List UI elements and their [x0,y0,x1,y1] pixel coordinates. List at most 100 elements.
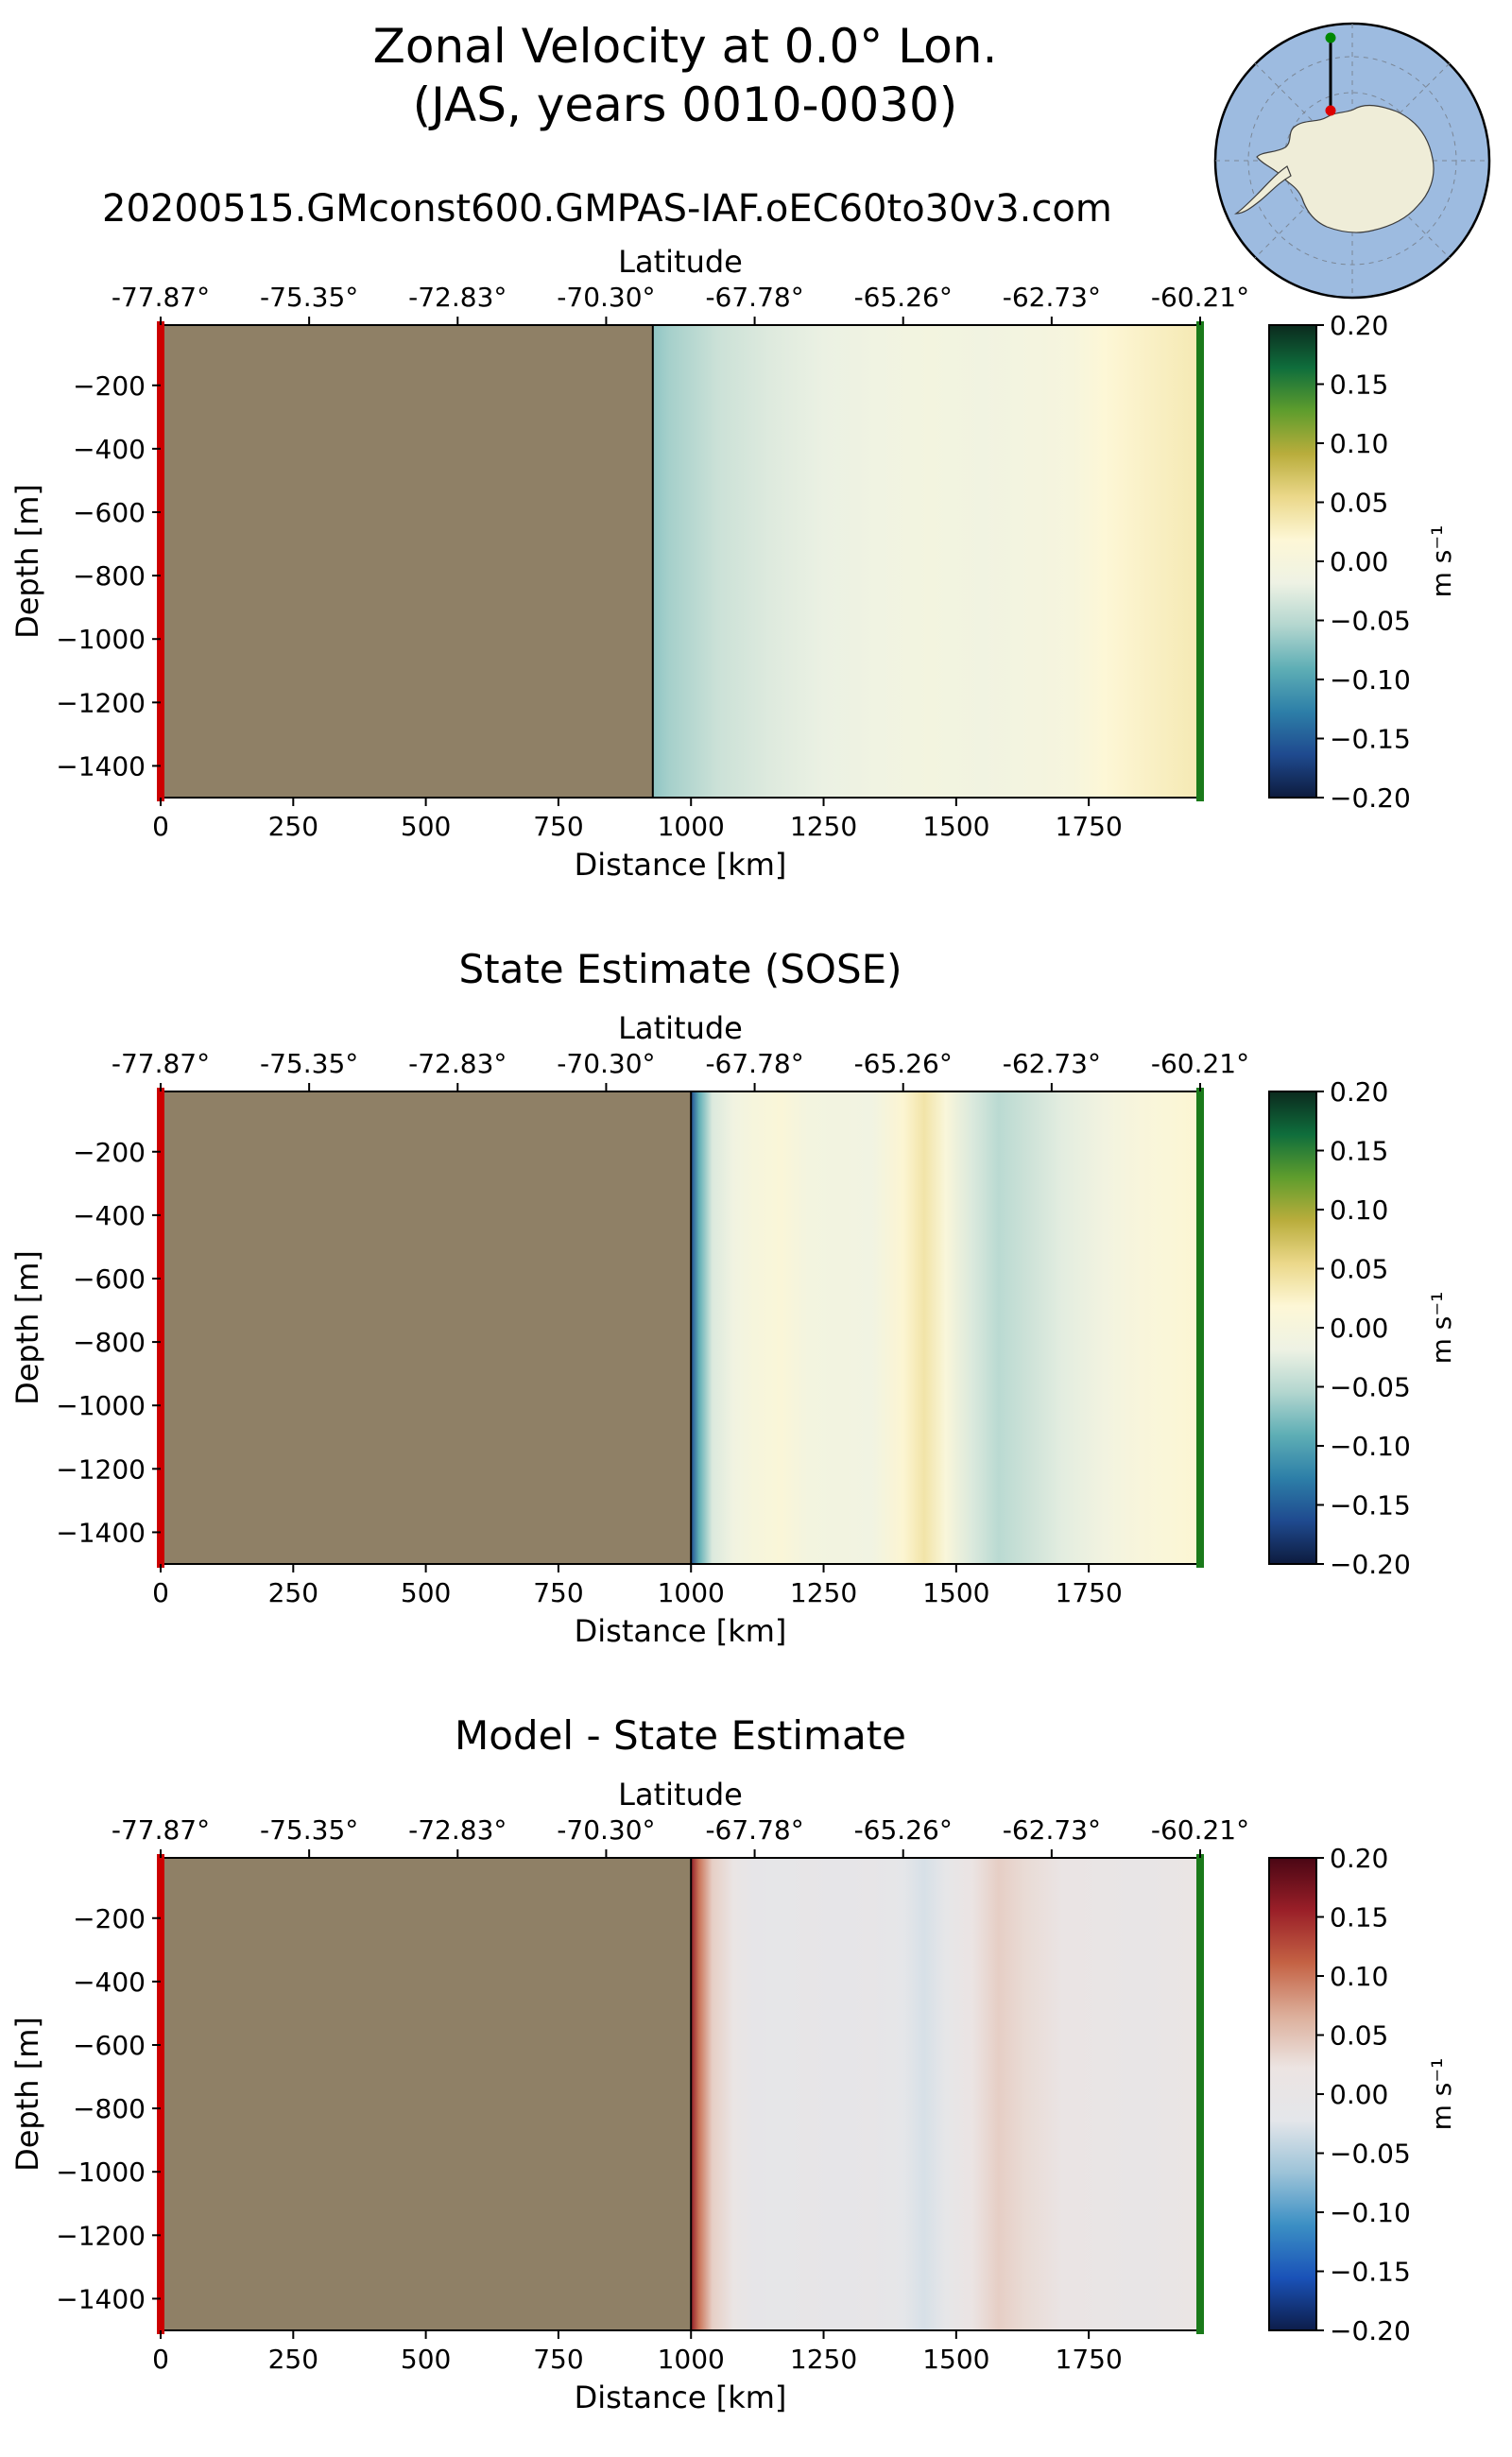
latitude-tick-label: -70.30° [557,1814,655,1846]
land-mask [161,1858,692,2330]
figure-title-line1: Zonal Velocity at 0.0° Lon. [373,19,998,74]
latitude-tick-label: -72.83° [408,282,507,313]
colorbar-tick-label: 0.15 [1330,369,1388,401]
latitude-tick-label: -75.35° [260,1814,358,1846]
colorbar-tick-label: −0.20 [1330,2315,1411,2346]
colorbar-tick-label: 0.10 [1330,428,1388,459]
colorbar-tick-label: −0.05 [1330,606,1411,637]
colorbar-label: m s⁻¹ [1426,525,1457,598]
colorbar-tick-label: 0.20 [1330,1843,1388,1874]
latitude-axis-label: Latitude [618,1777,743,1813]
colorbar-tick-label: −0.05 [1330,2139,1411,2170]
section-end-bar [1196,1088,1204,1568]
colorbar-tick-label: 0.05 [1330,488,1388,519]
x-tick-label: 500 [401,811,451,842]
x-tick-label: 1500 [922,811,989,842]
y-axis-label: Depth [m] [9,2017,45,2172]
velocity-field [691,1091,1200,1564]
land-mask [161,325,653,798]
colorbar-tick-label: 0.05 [1330,2020,1388,2052]
latitude-tick-label: -60.21° [1151,282,1249,313]
x-tick-label: 0 [152,811,169,842]
run-name: 20200515.GMconst600.GMPAS-IAF.oEC60to30v… [102,187,1112,231]
colorbar-tick-label: −0.10 [1330,1431,1411,1462]
y-tick-label: −600 [73,497,146,528]
latitude-tick-label: -67.78° [705,1048,803,1079]
velocity-field [652,325,1200,798]
panel-model-minus-state-estimate: Model - State Estimate 0 250 500 750 1000 1250… [9,1712,1457,2415]
x-tick-label: 1250 [790,1577,857,1608]
colorbar-tick-label: 0.20 [1330,310,1388,341]
x-tick-label: 1000 [658,2344,725,2375]
colorbar-tick-label: 0.00 [1330,546,1388,577]
inset-map-meridian [1254,62,1451,259]
inset-section-start-marker [1325,105,1336,116]
colorbar-tick-label: −0.10 [1330,664,1411,696]
y-tick-label: −1400 [56,750,146,782]
y-tick-label: −1000 [56,624,146,655]
x-tick-label: 250 [268,811,318,842]
y-tick-label: −800 [73,560,146,592]
y-tick-label: −400 [73,1200,146,1231]
latitude-tick-label: -65.26° [854,1814,953,1846]
colorbar-tick-label: −0.10 [1330,2197,1411,2228]
latitude-tick-label: -65.26° [854,1048,953,1079]
colorbar-tick-label: −0.15 [1330,1490,1411,1521]
colorbar-tick-label: −0.20 [1330,1549,1411,1580]
x-tick-label: 1500 [922,2344,989,2375]
inset-map-antarctica [1213,22,1491,300]
x-tick-label: 1000 [658,1577,725,1608]
colorbar-tick-label: 0.00 [1330,2079,1388,2110]
latitude-tick-label: -75.35° [260,1048,358,1079]
y-tick-label: −600 [73,2030,146,2061]
antarctica-landmass [1256,104,1435,233]
latitude-tick-label: -72.83° [408,1814,507,1846]
y-tick-label: −1200 [56,1453,146,1485]
x-tick-label: 1750 [1056,2344,1123,2375]
x-axis-label: Distance [km] [575,847,787,883]
y-tick-label: −1000 [56,2156,146,2188]
colorbar [1268,324,1317,799]
y-tick-label: −1400 [56,2283,146,2314]
x-tick-label: 750 [533,1577,583,1608]
colorbar-label: m s⁻¹ [1426,2058,1457,2131]
x-tick-label: 250 [268,1577,318,1608]
colorbar-tick-label: 0.10 [1330,1194,1388,1226]
section-start-bar [157,321,164,801]
section-start-bar [157,1088,164,1568]
colorbar-tick-label: 0.15 [1330,1136,1388,1167]
latitude-tick-label: -72.83° [408,1048,507,1079]
colorbar-tick-label: −0.05 [1330,1372,1411,1403]
y-tick-label: −200 [73,370,146,402]
colorbar-tick-label: 0.10 [1330,1961,1388,1992]
latitude-tick-label: -67.78° [705,282,803,313]
panel-model: 0 250 500 750 1000 1250 1500 1750 Distance [km] -… [9,244,1457,883]
y-tick-label: −200 [73,1137,146,1168]
y-tick-label: −1400 [56,1517,146,1548]
y-axis-label: Depth [m] [9,1250,45,1405]
x-tick-label: 500 [401,2344,451,2375]
colorbar-tick-label: 0.05 [1330,1254,1388,1285]
x-tick-label: 0 [152,1577,169,1608]
section-end-bar [1196,321,1204,801]
latitude-tick-label: -65.26° [854,282,953,313]
y-tick-label: −200 [73,1903,146,1934]
y-axis-label: Depth [m] [9,484,45,639]
colorbar-tick-label: 0.15 [1330,1902,1388,1933]
y-tick-label: −1000 [56,1390,146,1421]
panel-title: Model - State Estimate [455,1712,906,1759]
x-tick-label: 1750 [1056,1577,1123,1608]
y-tick-label: −800 [73,2093,146,2124]
latitude-tick-label: -77.87° [112,282,210,313]
x-axis-label: Distance [km] [575,1613,787,1649]
y-tick-label: −400 [73,1967,146,1998]
colorbar-tick-label: −0.15 [1330,724,1411,755]
land-mask [161,1091,692,1564]
colorbar-tick-label: 0.00 [1330,1313,1388,1344]
y-tick-label: −400 [73,434,146,465]
x-tick-label: 1250 [790,811,857,842]
latitude-tick-label: -75.35° [260,282,358,313]
x-tick-label: 250 [268,2344,318,2375]
latitude-tick-label: -62.73° [1003,1814,1101,1846]
y-tick-label: −800 [73,1327,146,1358]
